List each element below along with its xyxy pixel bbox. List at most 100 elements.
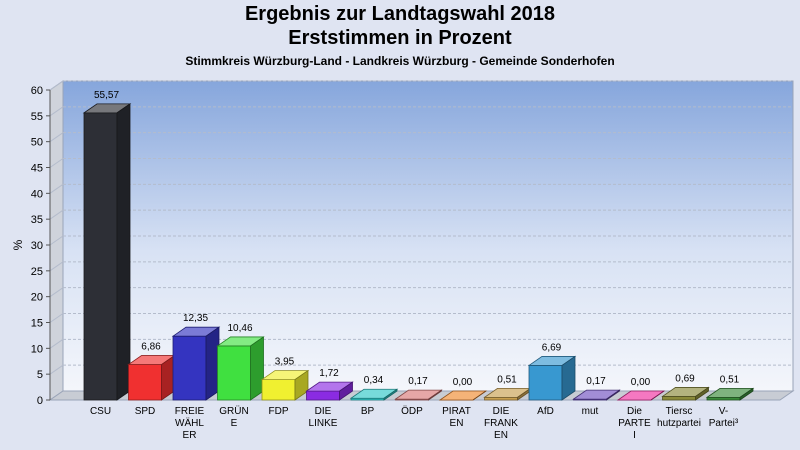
x-tick-label: Die PARTE I	[618, 406, 651, 441]
y-tick-label: 40	[31, 188, 43, 200]
x-tick-label-line: hutzpartei	[657, 418, 701, 429]
x-tick-label-line: ÖDP	[401, 405, 423, 417]
gridline-side	[49, 261, 64, 272]
y-tick-label: 45	[31, 163, 43, 175]
x-tick-label-line: FDP	[269, 406, 289, 417]
bar	[305, 381, 354, 401]
x-tick-label-line: AfD	[537, 406, 554, 417]
chart-subtitle-region: Stimmkreis Würzburg-Land - Landkreis Wür…	[185, 54, 615, 68]
x-tick-label: DIE FRANK EN	[484, 406, 518, 441]
bar	[216, 336, 265, 401]
x-tick-label-line: Die	[627, 406, 642, 417]
x-tick-label-line: Tiersc	[666, 406, 693, 417]
x-tick-label-line: DIE	[493, 406, 510, 417]
y-tick-label: 15	[31, 318, 43, 330]
data-label: 0,00	[453, 377, 473, 388]
data-label: 0,17	[586, 376, 606, 387]
x-tick-label-line: FRANK	[484, 418, 518, 429]
y-axis-label: %	[11, 239, 25, 250]
x-tick-label-line: BP	[361, 406, 375, 417]
bar-side	[472, 390, 487, 401]
y-tick-label: 25	[31, 266, 43, 278]
bar	[572, 389, 621, 401]
y-tick-label: 0	[37, 395, 43, 407]
data-label: 55,57	[94, 90, 119, 101]
x-tick-label-line: Partei³	[709, 418, 739, 429]
bar	[705, 387, 755, 401]
x-tick-label-line: EN	[450, 418, 464, 429]
gridline-side	[49, 364, 64, 375]
bar-side	[561, 355, 576, 401]
bar-side	[116, 103, 131, 401]
gridline-side	[49, 183, 64, 194]
bar-side	[606, 389, 620, 401]
x-tick-label-line: FREIE	[175, 406, 205, 417]
bar	[171, 326, 221, 401]
bar-side	[695, 386, 709, 401]
x-tick-label: FDP	[269, 406, 289, 417]
data-label: 3,95	[275, 357, 295, 368]
x-tick-label-line: LINKE	[309, 418, 338, 429]
data-label: 6,69	[542, 342, 562, 353]
bar-front	[261, 379, 296, 401]
bar	[616, 390, 666, 401]
bar	[349, 388, 399, 401]
y-tick-label: 35	[31, 214, 43, 226]
x-tick-label: FREIE WÄHL ER	[175, 406, 205, 441]
x-tick-label: CSU	[90, 406, 111, 417]
x-tick-label: GRÜN E	[219, 405, 248, 429]
y-tick-label: 20	[31, 292, 43, 304]
y-tick-label: 55	[31, 111, 43, 123]
gridline-side	[49, 132, 64, 143]
data-label: 12,35	[183, 313, 208, 324]
gridline-side	[49, 80, 64, 91]
bar-side	[650, 390, 665, 401]
gridline-side	[49, 287, 64, 298]
gridline-side	[49, 209, 64, 220]
data-label: 10,46	[227, 323, 252, 334]
data-label: 0,17	[408, 376, 428, 387]
data-label: 0,51	[720, 374, 740, 385]
bar-side	[739, 387, 754, 401]
bar-front	[306, 390, 340, 401]
bar-front	[662, 396, 696, 401]
bar	[438, 390, 488, 401]
x-tick-label: V-Partei³	[709, 406, 739, 429]
x-tick-label-line: SPD	[135, 406, 156, 417]
bar-side	[428, 389, 442, 401]
bar-side	[339, 381, 353, 401]
x-tick-label: BP	[361, 406, 375, 417]
data-label: 1,72	[319, 368, 339, 379]
data-label: 0,51	[497, 374, 517, 385]
bar	[82, 103, 132, 401]
data-label: 0,34	[364, 375, 384, 386]
x-tick-label: ÖDP	[401, 405, 423, 417]
bar	[260, 369, 310, 401]
x-tick-label-line: CSU	[90, 406, 111, 417]
bar-front	[528, 365, 563, 401]
data-label: 0,69	[675, 373, 695, 384]
y-tick-label: 50	[31, 137, 43, 149]
x-tick-label-line: mut	[582, 406, 599, 417]
x-tick-label-line: WÄHL	[175, 417, 204, 429]
x-tick-label-line: GRÜN	[219, 405, 248, 417]
bar-side	[250, 336, 264, 401]
chart-title: Ergebnis zur Landtagswahl 2018	[244, 3, 556, 25]
bar-front	[172, 335, 207, 401]
x-tick-label-line: I	[633, 430, 636, 441]
x-tick-label: Tiersc hutzpartei	[657, 406, 701, 429]
bar-side	[205, 326, 220, 401]
bar	[127, 354, 176, 401]
x-tick-label: SPD	[135, 406, 156, 417]
gridline-side	[49, 158, 64, 168]
gridline-side	[49, 235, 64, 246]
x-tick-label-line: EN	[494, 430, 508, 441]
gridline-side	[49, 106, 64, 117]
x-tick-label-line: E	[231, 418, 238, 429]
x-tick-label-line: ER	[183, 430, 197, 441]
y-tick-label: 30	[31, 240, 43, 252]
bar-front	[83, 112, 118, 401]
chart-subtitle: Erststimmen in Prozent	[288, 27, 512, 49]
